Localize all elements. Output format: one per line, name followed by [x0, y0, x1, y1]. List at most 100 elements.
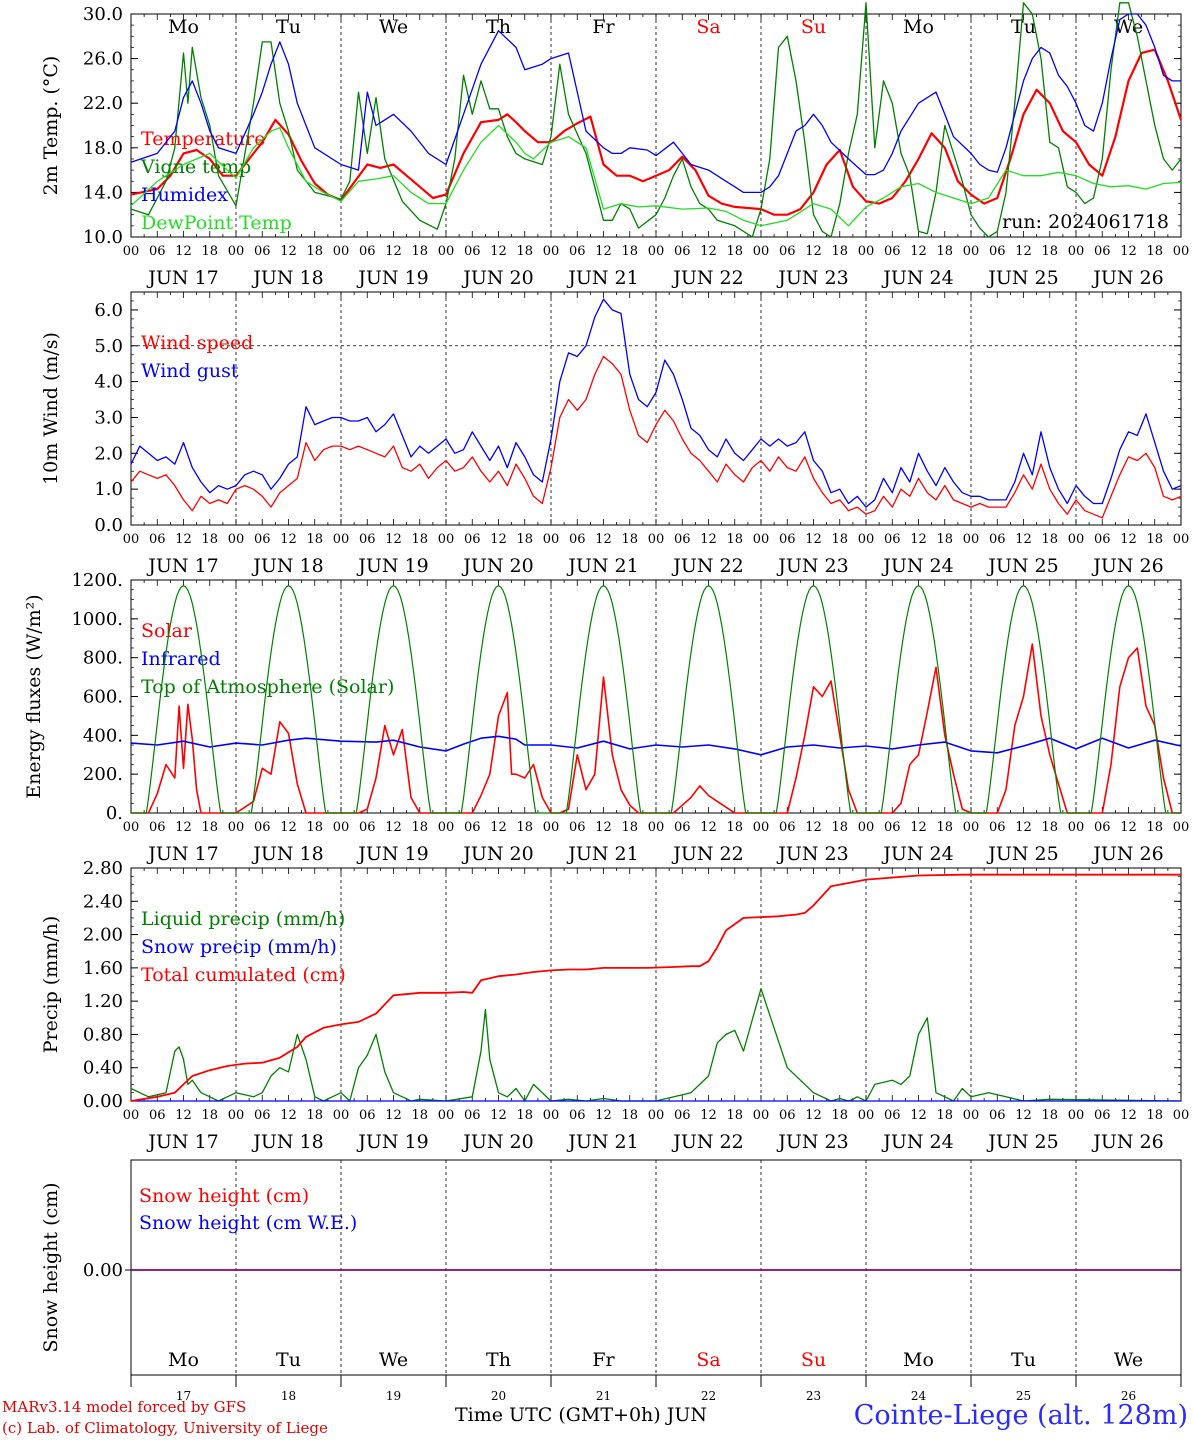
hour-tick-label: 06 [779, 1108, 796, 1123]
hour-tick-label: 12 [805, 532, 822, 547]
hour-tick-label: 18 [1041, 1108, 1058, 1123]
legend-label: DewPoint Temp [141, 212, 292, 234]
hour-tick-label: 12 [490, 1108, 507, 1123]
hour-tick-label: 00 [1173, 532, 1190, 547]
hour-tick-label: 00 [858, 820, 875, 835]
hour-tick-label: 00 [228, 820, 245, 835]
date-label: JUN 24 [881, 267, 953, 289]
day-name-label: Su [801, 16, 826, 38]
day-name-label: Th [486, 1349, 511, 1371]
date-label: JUN 18 [251, 267, 323, 289]
hour-tick-label: 06 [569, 820, 586, 835]
day-name-label: Fr [592, 16, 615, 38]
date-label: JUN 26 [1091, 843, 1163, 865]
day-name-label: Fr [592, 1349, 615, 1371]
date-label: JUN 26 [1091, 267, 1163, 289]
date-label: JUN 18 [251, 1131, 323, 1153]
y-axis-label: Precip (mm/h) [40, 916, 62, 1054]
wind-speed-line [130, 355, 1182, 519]
hour-tick-label: 18 [411, 1108, 428, 1123]
y-tick-label: 3.0 [94, 407, 123, 428]
run-label: run: 2024061718 [1002, 211, 1169, 233]
hour-tick-label: 06 [884, 244, 901, 259]
day-number-label: 19 [386, 1389, 401, 1403]
hour-tick-label: 00 [963, 1108, 980, 1123]
date-label: JUN 20 [461, 1131, 533, 1153]
y-tick-label: 200. [83, 764, 123, 785]
y-tick-label: 800. [83, 648, 123, 669]
hour-tick-label: 06 [674, 532, 691, 547]
hour-tick-label: 18 [516, 820, 533, 835]
hour-tick-label: 00 [228, 244, 245, 259]
hour-tick-label: 18 [1146, 532, 1163, 547]
y-tick-label: 10.0 [83, 227, 123, 248]
hour-tick-label: 06 [359, 820, 376, 835]
hour-tick-label: 12 [595, 532, 612, 547]
legend-label: Wind speed [141, 332, 253, 354]
day-name-label: Sa [696, 1349, 720, 1371]
y-tick-label: 2.80 [83, 858, 123, 879]
hour-tick-label: 00 [858, 1108, 875, 1123]
liquid-precip-mm-h-line [130, 988, 1182, 1102]
date-label: JUN 22 [671, 555, 743, 577]
hour-tick-label: 06 [989, 1108, 1006, 1123]
legend-label: Snow precip (mm/h) [141, 936, 337, 958]
hour-tick-label: 18 [201, 820, 218, 835]
hour-tick-label: 12 [280, 820, 297, 835]
hour-tick-label: 00 [858, 244, 875, 259]
y-tick-label: 5.0 [94, 336, 123, 357]
y-tick-label: 30.0 [83, 4, 123, 25]
hour-tick-label: 00 [648, 244, 665, 259]
hour-tick-label: 06 [149, 244, 166, 259]
hour-tick-label: 06 [884, 532, 901, 547]
date-label: JUN 17 [146, 267, 218, 289]
legend-label: Vigne temp [140, 156, 251, 178]
hour-tick-label: 00 [438, 1108, 455, 1123]
hour-tick-label: 18 [1146, 820, 1163, 835]
y-tick-label: 14.0 [83, 182, 123, 203]
day-name-label: Su [801, 1349, 826, 1371]
y-axis-label: Energy fluxes (W/m²) [23, 594, 45, 798]
hour-tick-label: 18 [1146, 244, 1163, 259]
hour-tick-label: 00 [753, 820, 770, 835]
hour-tick-label: 00 [333, 532, 350, 547]
day-name-label: We [379, 16, 408, 38]
hour-tick-label: 06 [1094, 820, 1111, 835]
date-label: JUN 24 [881, 555, 953, 577]
hour-tick-label: 06 [254, 1108, 271, 1123]
date-label: JUN 25 [986, 1131, 1058, 1153]
hour-tick-label: 06 [1094, 244, 1111, 259]
date-label: JUN 17 [146, 1131, 218, 1153]
legend-label: Infrared [141, 648, 221, 670]
hour-tick-label: 00 [438, 532, 455, 547]
panel-snow: 17 18 19 20 21 22 23 24 25 26 Mo Tu We Th Fr Sa Su Mo Tu We… [40, 1159, 1182, 1403]
hour-tick-label: 00 [753, 532, 770, 547]
date-label: JUN 26 [1091, 1131, 1163, 1153]
hour-tick-label: 00 [753, 1108, 770, 1123]
day-name-label: Tu [276, 1349, 301, 1371]
hour-tick-label: 12 [700, 244, 717, 259]
day-name-label: Tu [1011, 1349, 1036, 1371]
day-number-label: 17 [176, 1389, 191, 1403]
hour-tick-label: 00 [228, 1108, 245, 1123]
panel-energy: 00 06 12 18 00 06 12 18 00 06 12 18 00 06 12 18 00 06 12 18… [23, 570, 1189, 865]
hour-tick-label: 18 [936, 244, 953, 259]
hour-tick-label: 00 [438, 244, 455, 259]
hour-tick-label: 06 [884, 1108, 901, 1123]
date-label: JUN 20 [461, 843, 533, 865]
hour-tick-label: 18 [1041, 244, 1058, 259]
date-label: JUN 23 [776, 555, 848, 577]
day-name-label: Mo [168, 1349, 199, 1371]
hour-tick-label: 06 [1094, 532, 1111, 547]
infrared-line [130, 735, 1182, 756]
day-name-label: Sa [696, 16, 720, 38]
hour-tick-label: 06 [884, 820, 901, 835]
legend-label: Top of Atmosphere (Solar) [141, 676, 394, 698]
date-label: JUN 21 [566, 555, 638, 577]
hour-tick-label: 06 [464, 244, 481, 259]
hour-tick-label: 12 [700, 820, 717, 835]
hour-tick-label: 12 [595, 244, 612, 259]
vigne-temp-line [130, 2, 1182, 238]
date-label: JUN 19 [356, 1131, 428, 1153]
hour-tick-label: 00 [543, 244, 560, 259]
